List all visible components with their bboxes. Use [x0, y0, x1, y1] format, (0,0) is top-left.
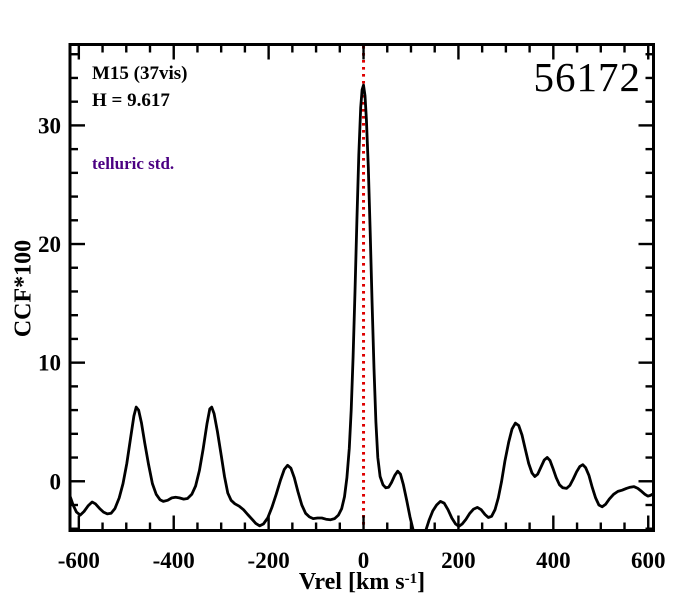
x-axis-title-close: ] [417, 569, 426, 595]
x-tick-label: -600 [58, 548, 100, 573]
axes-frame [68, 43, 655, 532]
mjd-label: 56172 [533, 54, 641, 100]
x-tick-label: 0 [358, 548, 370, 573]
x-axis-title-exponent: -1 [404, 571, 418, 587]
y-axis-title: CCF*100 [10, 239, 37, 338]
hmag-label: H = 9.617 [92, 90, 170, 111]
ccf-curve [71, 83, 653, 530]
x-tick-label: 200 [441, 548, 476, 573]
y-tick-label: 20 [38, 232, 61, 257]
y-tick-label: 10 [38, 351, 61, 376]
x-tick-label: 600 [631, 548, 666, 573]
telluric-std-label: telluric std. [92, 154, 175, 173]
y-tick-label: 0 [50, 469, 62, 494]
x-axis-title-main: Vrel [km s [298, 569, 405, 595]
x-axis-title: Vrel [km s-1] [69, 569, 655, 596]
x-tick-label: -200 [248, 548, 290, 573]
x-tick-label: -400 [153, 548, 195, 573]
x-tick-label: 400 [536, 548, 571, 573]
cluster-label: M15 (37vis) [92, 63, 188, 84]
y-tick-label: 30 [38, 113, 61, 138]
